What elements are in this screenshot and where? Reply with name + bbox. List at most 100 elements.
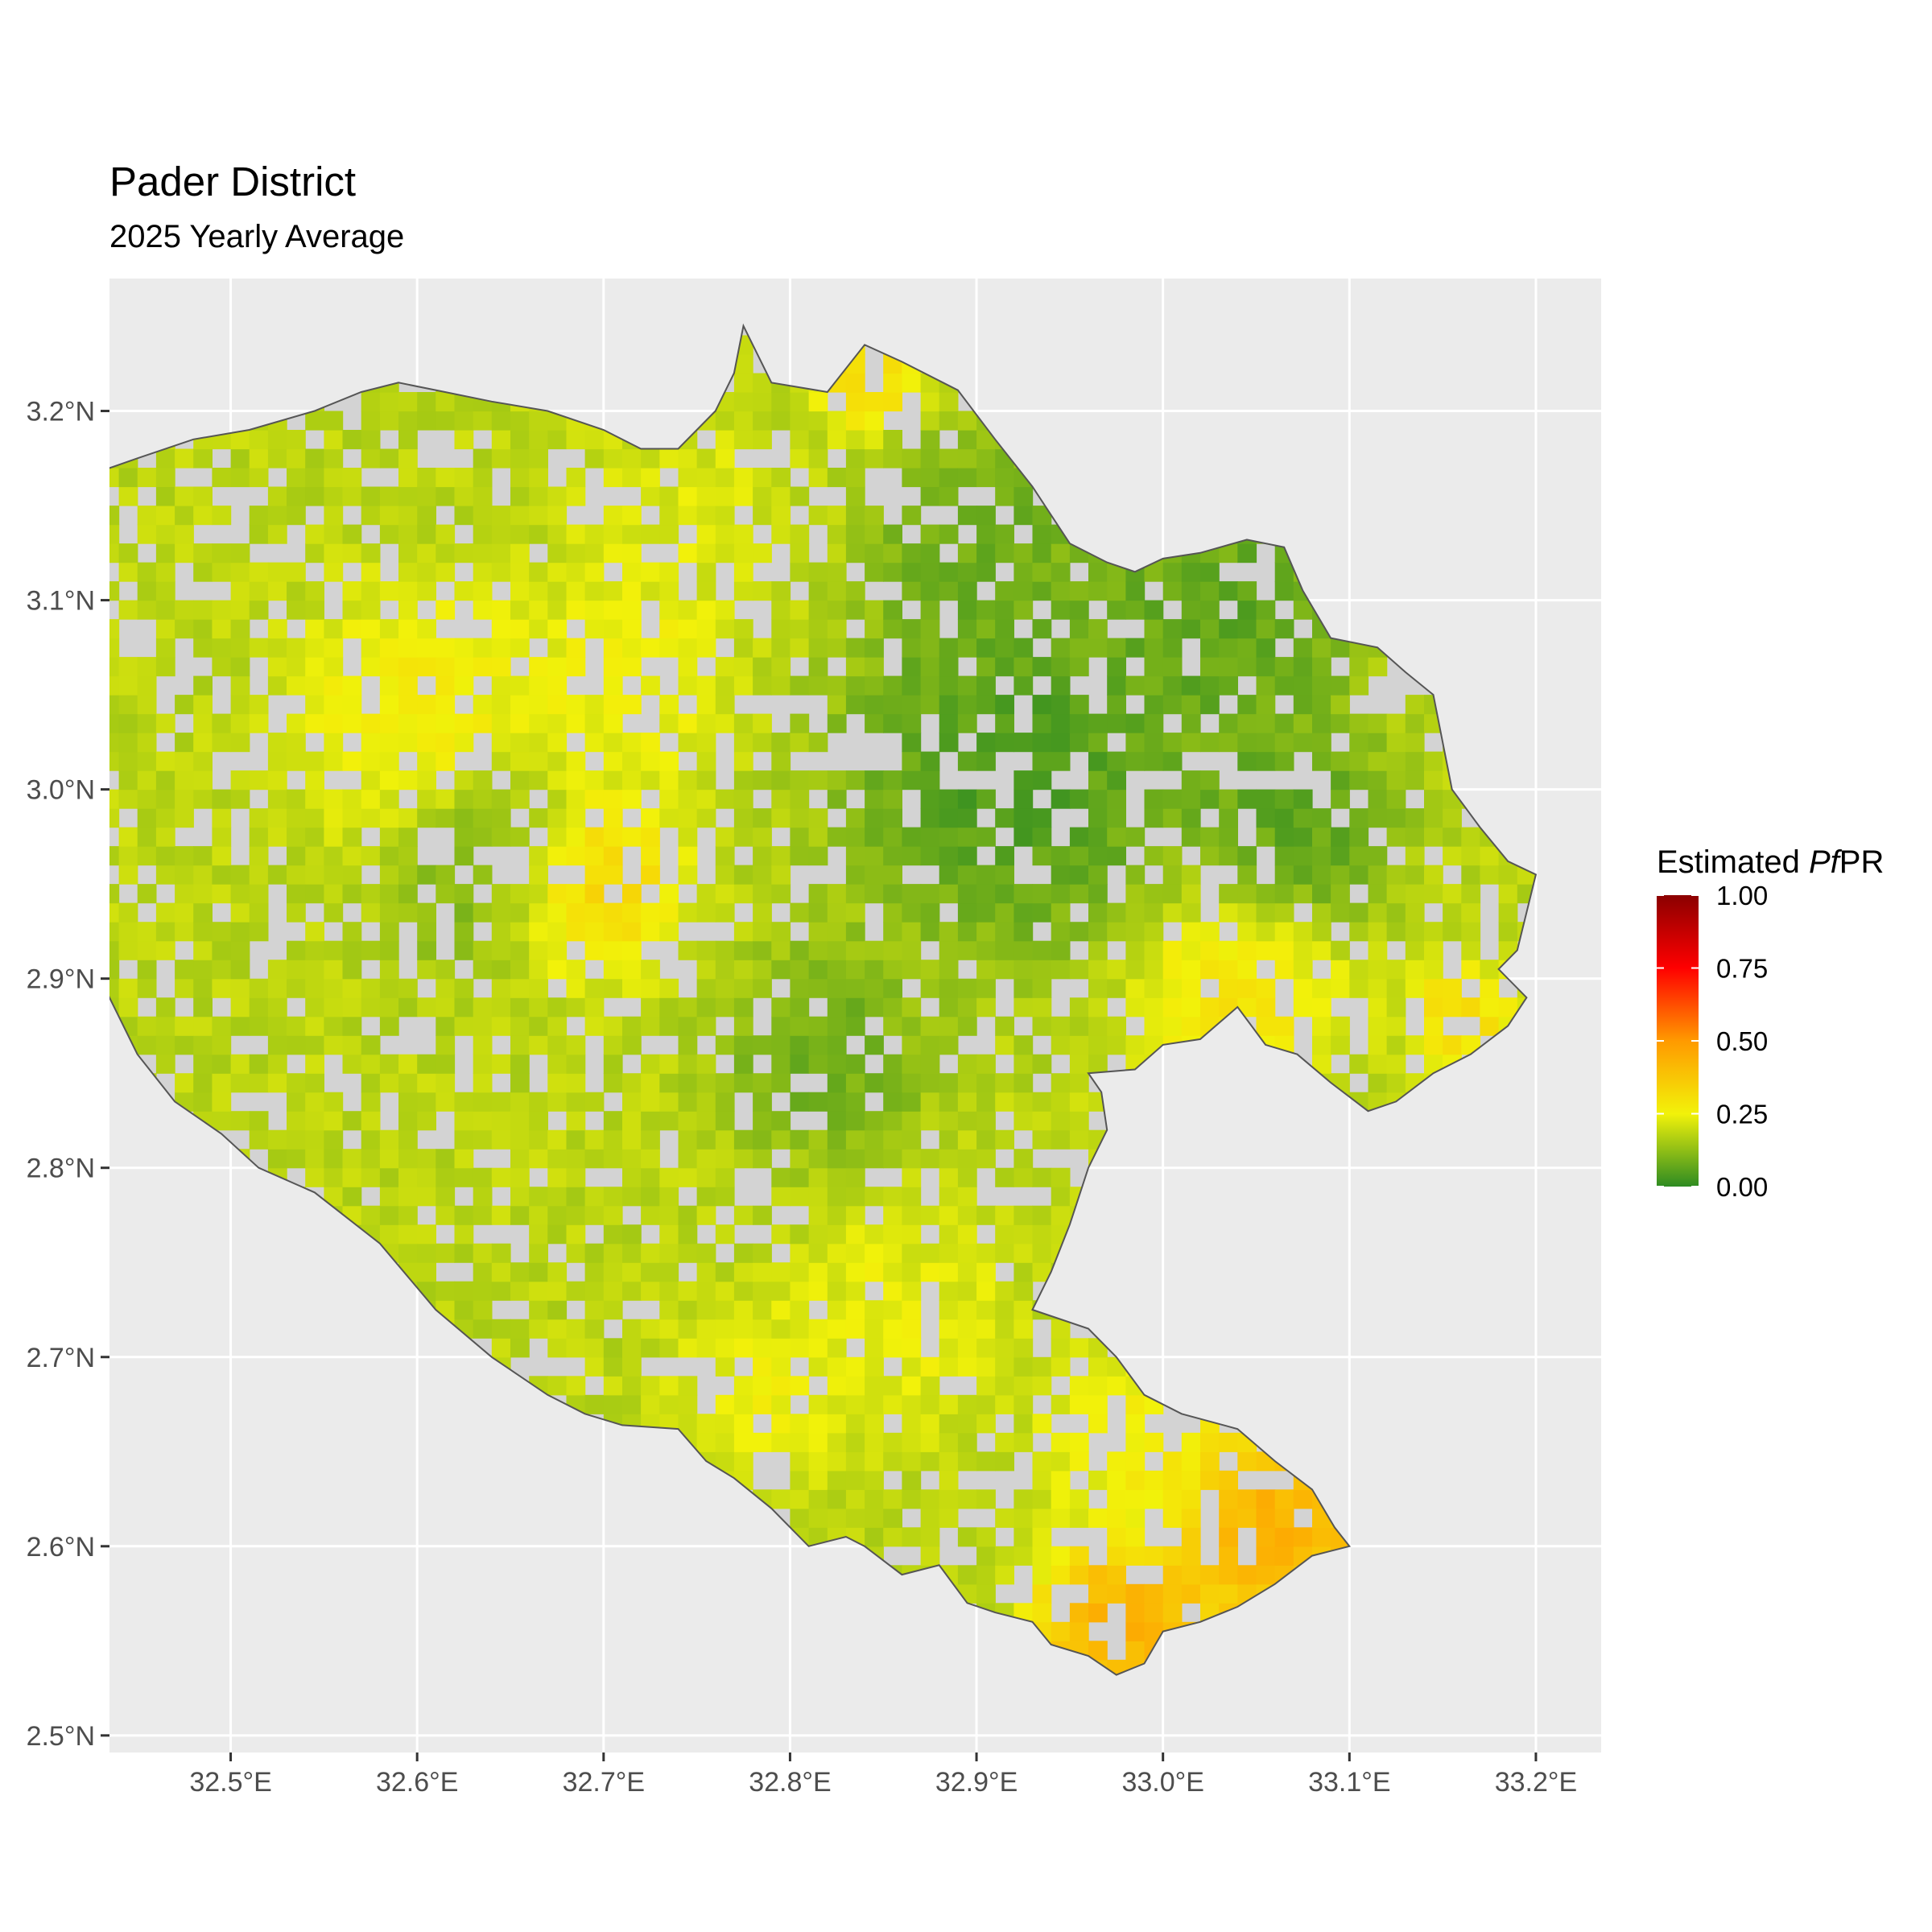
- pfpr-cell: [808, 1319, 828, 1339]
- pfpr-cell: [1032, 997, 1052, 1018]
- pfpr-cell: [1088, 1641, 1108, 1661]
- pfpr-cell: [230, 1073, 250, 1093]
- pfpr-cell: [827, 827, 847, 847]
- pfpr-cell: [939, 978, 959, 998]
- pfpr-cell: [342, 1187, 362, 1207]
- pfpr-cell: [473, 581, 493, 601]
- pfpr-cell: [398, 411, 418, 431]
- pfpr-cell: [1069, 695, 1089, 715]
- pfpr-cell: [902, 902, 922, 923]
- pfpr-cell: [920, 827, 940, 847]
- pfpr-cell: [193, 846, 213, 866]
- pfpr-cell: [26, 997, 45, 1017]
- pfpr-cell: [827, 997, 847, 1018]
- pfpr-cell: [1181, 960, 1201, 980]
- pfpr-cell: [436, 1054, 456, 1074]
- pfpr-cell: [622, 1356, 642, 1377]
- pfpr-cell: [659, 1073, 679, 1093]
- pfpr-cell: [1219, 1546, 1238, 1566]
- pfpr-cell: [939, 1092, 959, 1112]
- pfpr-cell: [529, 922, 548, 942]
- pfpr-cell: [641, 808, 660, 828]
- pfpr-cell: [641, 468, 660, 488]
- pfpr-cell: [1219, 1565, 1238, 1585]
- pfpr-cell: [26, 1433, 45, 1452]
- pfpr-cell: [118, 657, 138, 677]
- pfpr-cell: [696, 619, 716, 639]
- pfpr-cell: [957, 562, 977, 582]
- pfpr-cell: [267, 448, 287, 469]
- pfpr-cell: [305, 770, 324, 791]
- pfpr-cell: [398, 543, 418, 564]
- pfpr-cell: [193, 600, 213, 620]
- pfpr-cell: [267, 1035, 287, 1055]
- pfpr-cell: [1069, 997, 1089, 1018]
- pfpr-cell: [305, 411, 324, 431]
- pfpr-cell: [81, 752, 101, 771]
- pfpr-cell: [398, 448, 418, 469]
- pfpr-cell: [193, 713, 213, 733]
- pfpr-cell: [230, 902, 250, 923]
- pfpr-cell: [1032, 1111, 1052, 1131]
- pfpr-cell: [155, 922, 175, 942]
- pfpr-cell: [920, 1054, 940, 1074]
- pfpr-cell: [305, 1167, 324, 1187]
- pfpr-cell: [473, 543, 493, 564]
- pfpr-cell: [753, 468, 772, 488]
- pfpr-cell: [1051, 733, 1071, 753]
- pfpr-cell: [566, 1243, 586, 1263]
- pfpr-cell: [641, 486, 660, 506]
- pfpr-cell: [1107, 902, 1126, 923]
- pfpr-cell: [26, 1509, 45, 1528]
- pfpr-cell: [865, 1451, 884, 1472]
- pfpr-cell: [379, 1054, 399, 1074]
- pfpr-cell: [529, 581, 548, 601]
- pfpr-cell: [324, 1111, 344, 1131]
- pfpr-cell: [0, 752, 7, 771]
- pfpr-cell: [659, 789, 679, 809]
- pfpr-cell: [510, 1262, 530, 1282]
- pfpr-cell: [547, 770, 568, 791]
- pfpr-cell: [529, 978, 548, 998]
- pfpr-cell: [361, 733, 381, 753]
- pfpr-cell: [566, 1338, 586, 1358]
- pfpr-cell: [7, 1319, 27, 1339]
- pfpr-cell: [81, 1660, 101, 1679]
- pfpr-cell: [342, 713, 362, 733]
- pfpr-cell: [44, 1111, 64, 1130]
- pfpr-cell: [827, 770, 847, 791]
- pfpr-cell: [883, 789, 902, 809]
- pfpr-cell: [845, 1319, 865, 1339]
- pfpr-cell: [976, 619, 996, 639]
- pfpr-cell: [109, 789, 120, 809]
- pfpr-cell: [547, 922, 568, 942]
- pfpr-cell: [44, 1206, 64, 1225]
- pfpr-cell: [1125, 1414, 1146, 1434]
- pfpr-cell: [118, 468, 138, 488]
- pfpr-cell: [287, 940, 306, 960]
- pfpr-cell: [547, 543, 568, 564]
- pfpr-cell: [249, 1016, 269, 1036]
- pfpr-cell: [1013, 902, 1034, 923]
- pfpr-cell: [622, 1129, 642, 1150]
- pfpr-cell: [81, 1622, 101, 1641]
- pfpr-cell: [808, 392, 828, 412]
- pfpr-cell: [1088, 789, 1108, 809]
- pfpr-cell: [771, 846, 791, 866]
- pfpr-cell: [753, 960, 772, 980]
- pfpr-cell: [827, 1508, 847, 1528]
- pfpr-cell: [603, 1281, 623, 1301]
- pfpr-cell: [902, 1451, 922, 1472]
- pfpr-cell: [920, 1527, 940, 1547]
- pfpr-cell: [883, 1508, 902, 1528]
- pfpr-cell: [491, 733, 511, 753]
- pfpr-cell: [63, 298, 82, 317]
- pfpr-cell: [1181, 675, 1201, 696]
- pfpr-cell: [63, 865, 82, 885]
- pfpr-cell: [753, 1376, 772, 1396]
- pfpr-cell: [659, 978, 679, 998]
- pfpr-cell: [26, 1376, 45, 1395]
- pfpr-cell: [678, 1224, 698, 1245]
- pfpr-cell: [957, 638, 977, 658]
- pfpr-cell: [379, 1205, 399, 1225]
